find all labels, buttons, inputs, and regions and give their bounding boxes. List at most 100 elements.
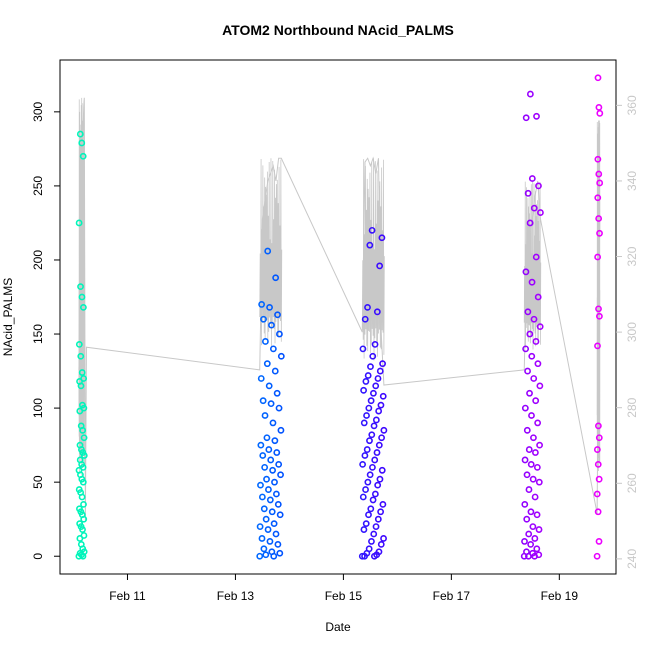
data-point <box>276 330 283 338</box>
x-axis-label: Date <box>325 620 351 634</box>
data-point <box>529 549 537 557</box>
data-point <box>79 401 86 409</box>
data-point <box>528 175 536 182</box>
data-point <box>264 247 272 255</box>
data-point <box>594 342 601 350</box>
data-point <box>275 460 283 468</box>
data-point <box>364 478 372 486</box>
data-point <box>526 219 534 227</box>
data-point <box>365 511 372 519</box>
data-point <box>375 407 383 415</box>
data-point <box>359 460 367 468</box>
data-point <box>267 400 275 408</box>
data-point <box>268 321 275 329</box>
data-point <box>260 505 268 513</box>
data-point <box>274 311 281 319</box>
data-point <box>265 486 272 493</box>
data-point <box>261 412 269 419</box>
data-point <box>534 419 542 427</box>
data-point <box>524 189 532 197</box>
data-point <box>80 303 87 311</box>
data-points <box>75 74 604 560</box>
data-point <box>528 412 535 419</box>
data-point <box>380 426 388 434</box>
data-point <box>537 209 544 216</box>
data-point <box>374 515 382 523</box>
data-point <box>365 404 373 412</box>
data-point <box>593 490 601 498</box>
data-point <box>268 508 276 516</box>
data-point <box>277 352 285 360</box>
data-point <box>372 523 380 530</box>
data-point <box>376 475 384 483</box>
altitude-trace <box>523 180 542 350</box>
data-point <box>266 303 273 311</box>
data-point <box>372 382 380 390</box>
data-point <box>371 456 379 464</box>
y2-tick-label: 280 <box>625 397 639 417</box>
data-point <box>527 460 535 468</box>
data-point <box>535 478 543 486</box>
altitude-lines <box>78 97 601 522</box>
data-point <box>269 419 277 427</box>
data-point <box>526 389 533 397</box>
data-point <box>361 315 369 323</box>
data-point <box>527 508 535 516</box>
altitude-trace <box>361 158 385 361</box>
data-point <box>361 452 369 459</box>
data-point <box>263 434 271 442</box>
data-point <box>78 139 86 147</box>
data-point <box>77 422 85 430</box>
data-point <box>531 535 539 542</box>
data-point <box>528 352 536 360</box>
data-point <box>374 481 382 489</box>
data-point <box>534 293 542 301</box>
data-point <box>536 441 543 449</box>
data-point <box>596 312 603 320</box>
data-point <box>595 170 603 178</box>
data-point <box>530 434 537 442</box>
data-point <box>266 496 274 504</box>
data-point <box>530 315 538 323</box>
data-point <box>593 446 601 453</box>
altitude-trace <box>596 120 601 471</box>
data-point <box>367 363 374 371</box>
y-axis-label: NAcid_PALMS <box>1 278 15 356</box>
data-point <box>76 441 84 449</box>
data-point <box>596 229 603 237</box>
data-point <box>530 204 538 212</box>
data-point <box>527 540 535 548</box>
y2-tick-label: 300 <box>625 322 639 342</box>
data-point <box>271 367 279 375</box>
data-point <box>521 500 529 508</box>
y2-tick-label: 340 <box>625 171 639 191</box>
data-point <box>260 545 268 553</box>
data-point <box>277 426 285 434</box>
data-point <box>366 241 374 249</box>
data-point <box>263 475 270 483</box>
data-point <box>256 523 264 530</box>
data-point <box>525 486 533 493</box>
data-point <box>369 496 377 504</box>
data-point <box>375 548 383 556</box>
data-point <box>529 475 537 483</box>
data-point <box>522 345 530 353</box>
data-point <box>369 463 376 471</box>
y2-tick-label: 320 <box>625 246 639 266</box>
data-point <box>272 530 280 538</box>
x-tick-label: Feb 17 <box>433 589 471 603</box>
data-point <box>594 194 602 202</box>
data-point <box>78 293 86 301</box>
data-point <box>528 278 536 286</box>
y-tick-label: 100 <box>31 398 45 418</box>
data-point <box>595 475 603 483</box>
data-point <box>379 360 386 368</box>
data-point <box>77 283 84 291</box>
data-point <box>372 416 380 424</box>
data-point <box>274 500 282 508</box>
data-point <box>80 434 88 442</box>
data-point <box>376 367 384 375</box>
data-point <box>523 426 531 434</box>
data-point <box>595 305 602 313</box>
